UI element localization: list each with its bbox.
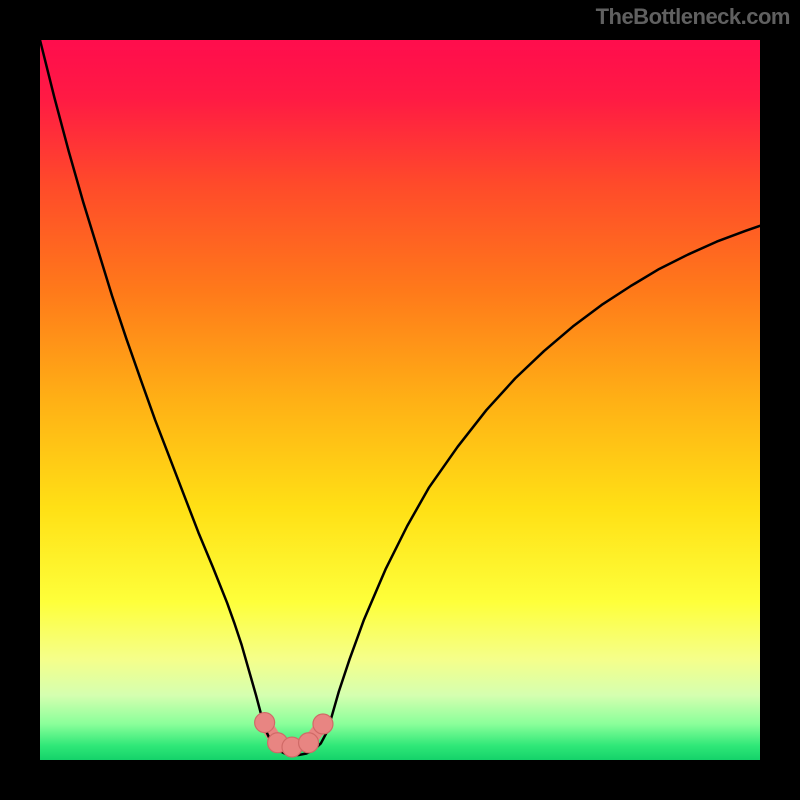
bottleneck-chart <box>0 0 800 800</box>
watermark-text: TheBottleneck.com <box>596 4 790 30</box>
chart-container: TheBottleneck.com <box>0 0 800 800</box>
